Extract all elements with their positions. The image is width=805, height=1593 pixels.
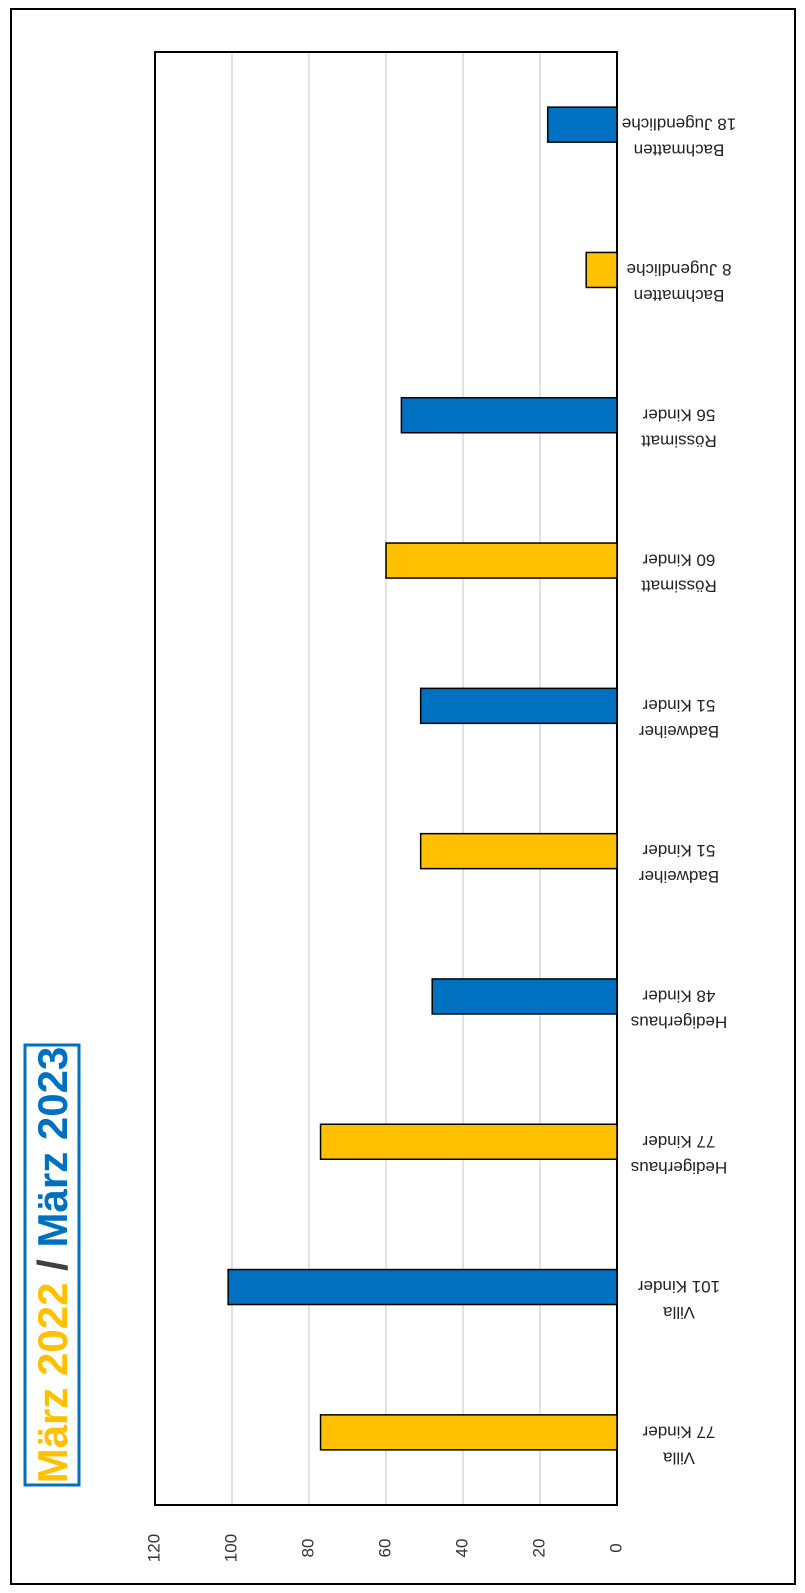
category-label: 60 Kinder <box>642 551 715 570</box>
category-label: 77 Kinder <box>642 1422 715 1441</box>
category-label: 51 Kinder <box>642 696 715 715</box>
tick-label: 100 <box>221 1534 240 1562</box>
chart-title: März 2022 / März 2023 <box>23 1043 81 1487</box>
category-label: 8 Jugendliche <box>627 260 732 279</box>
category-label: Bachmatten <box>634 286 725 305</box>
bar <box>419 832 618 870</box>
bar <box>319 1414 618 1451</box>
category-label: Villa <box>663 1448 695 1467</box>
category-labels: Villa 77 Kinder Villa 101 Kinder Hedigerhaus… <box>622 115 736 1468</box>
tick-label: 40 <box>452 1539 471 1558</box>
bar <box>400 397 618 434</box>
gridlines <box>231 52 541 1505</box>
title-part: März 2022 <box>29 1283 76 1484</box>
bar <box>585 251 618 289</box>
title-part: März 2023 <box>29 1047 76 1248</box>
value-axis-ticks: 0 20 40 60 80 100 120 <box>144 1534 625 1562</box>
bar <box>227 1268 618 1306</box>
tick-label: 0 <box>606 1543 625 1552</box>
category-label: Hedigerhaus <box>631 1012 727 1031</box>
chart-frame <box>10 8 796 1585</box>
category-label: 101 Kinder <box>638 1277 721 1296</box>
category-label: Hedigerhaus <box>631 1158 727 1177</box>
plot-area <box>154 51 618 1506</box>
category-label: 48 Kinder <box>642 986 715 1005</box>
bars <box>227 106 618 1451</box>
tick-label: 80 <box>298 1539 317 1558</box>
bar <box>431 978 618 1015</box>
category-label: Badweiher <box>638 722 719 741</box>
category-label: 56 Kinder <box>642 405 715 424</box>
title-text: März 2022 / März 2023 <box>29 1047 76 1484</box>
category-label: 51 Kinder <box>642 841 715 860</box>
bar <box>546 106 618 143</box>
bar <box>319 1123 618 1160</box>
category-label: 18 Jugendliche <box>622 115 736 134</box>
bar <box>419 687 618 725</box>
tick-label: 120 <box>144 1534 163 1562</box>
tick-label: 60 <box>375 1539 394 1558</box>
category-label: Rössimatt <box>641 577 717 596</box>
tick-label: 20 <box>529 1539 548 1558</box>
bar <box>385 542 618 579</box>
category-label: Villa <box>663 1303 695 1322</box>
category-label: Rössimatt <box>641 431 717 450</box>
category-label: 77 Kinder <box>642 1132 715 1151</box>
title-part: / <box>29 1247 76 1282</box>
title-box <box>23 1043 81 1487</box>
category-label: Badweiher <box>638 867 719 886</box>
category-label: Bachmatten <box>634 141 725 160</box>
